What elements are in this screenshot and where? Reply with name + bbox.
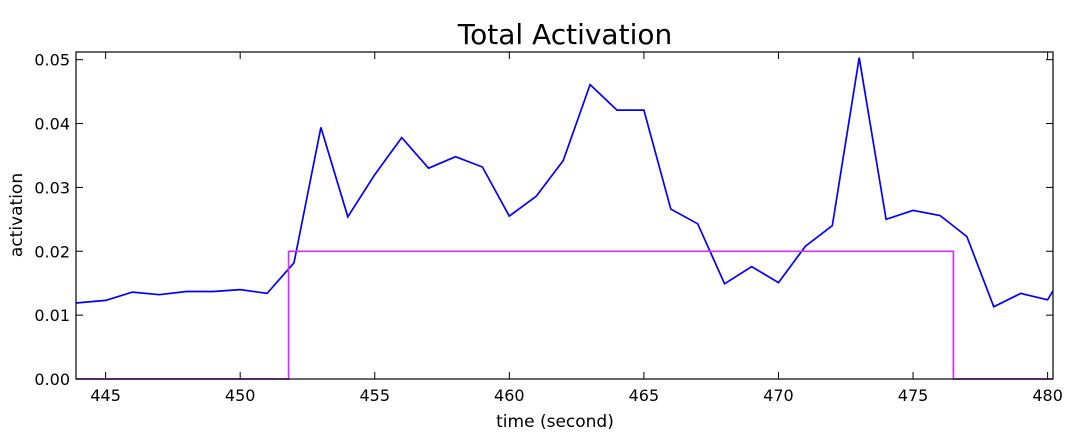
- y-tick-label: 0.02: [34, 242, 70, 261]
- chart-title: Total Activation: [457, 18, 672, 51]
- x-tick-label: 480: [1032, 386, 1063, 405]
- x-tick-label: 450: [225, 386, 256, 405]
- x-tick-label: 475: [898, 386, 929, 405]
- y-tick-label: 0.05: [34, 51, 70, 70]
- y-axis-label: activation: [7, 173, 27, 257]
- series-line-activation: [76, 57, 1053, 308]
- y-tick-label: 0.04: [34, 115, 70, 134]
- plot-area: 445 450 455 460 465 470 475 480 0.00 0.01 0.02 0.03…: [34, 51, 1063, 405]
- x-axis-label: time (second): [496, 412, 614, 432]
- plot-frame: [75, 51, 1054, 380]
- series-line-stimulus: [76, 250, 1053, 380]
- y-tick-label: 0.00: [34, 370, 70, 389]
- y-tick-label: 0.03: [34, 178, 70, 197]
- y-tick-label: 0.01: [34, 306, 70, 325]
- x-tick-label: 470: [763, 386, 794, 405]
- x-tick-label: 465: [629, 386, 660, 405]
- x-tick-label: 445: [90, 386, 121, 405]
- x-tick-label: 460: [494, 386, 525, 405]
- x-tick-label: 455: [359, 386, 390, 405]
